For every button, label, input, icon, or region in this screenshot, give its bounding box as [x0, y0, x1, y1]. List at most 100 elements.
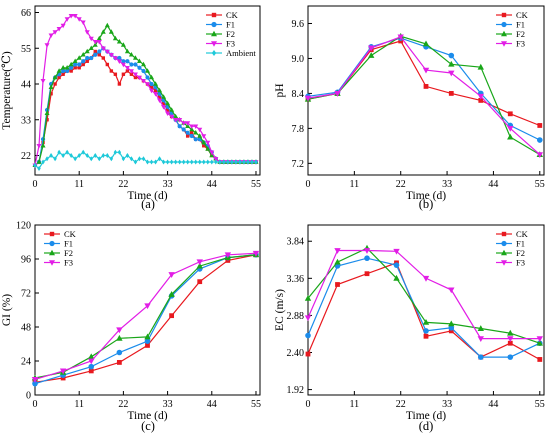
y-tick-label: 3.36	[287, 274, 305, 285]
data-series	[31, 251, 260, 381]
data-point	[201, 139, 207, 145]
data-point	[77, 66, 81, 70]
data-point	[141, 68, 146, 74]
data-point	[49, 240, 55, 247]
y-tick-label: 9.0	[292, 54, 305, 65]
data-point	[60, 375, 66, 381]
data-point	[52, 30, 58, 35]
chart-panel: 0 11 22 33 44 55 7.2 7.8 8.4 9.0 9.6 Time (d) pH (b) C…	[274, 5, 545, 211]
x-tick-label: 44	[488, 179, 498, 190]
y-tick-label: 8.4	[292, 89, 305, 100]
panel-label: (c)	[141, 419, 155, 433]
data-point	[305, 351, 311, 357]
data-point	[109, 156, 114, 162]
data-point	[49, 249, 55, 256]
data-point	[125, 153, 130, 158]
data-point	[141, 156, 146, 162]
plot-frame	[34, 5, 261, 176]
data-point	[422, 67, 430, 74]
data-point	[304, 295, 312, 301]
data-point	[40, 79, 46, 84]
data-point	[477, 63, 484, 70]
data-point	[507, 133, 514, 140]
data-point	[536, 152, 543, 159]
data-point	[197, 133, 203, 138]
data-point	[37, 166, 41, 171]
data-point	[448, 320, 455, 327]
series-line	[34, 15, 256, 166]
data-point	[189, 159, 194, 165]
data-point	[448, 60, 455, 67]
legend-label: F2	[226, 29, 235, 39]
data-point	[165, 111, 171, 116]
data-point	[501, 21, 507, 28]
legend-label: F1	[64, 239, 73, 249]
legend-label: CK	[64, 229, 77, 239]
data-point	[501, 240, 507, 247]
data-point	[145, 343, 150, 348]
data-point	[108, 53, 114, 58]
legend-label: F2	[516, 29, 525, 39]
data-point	[477, 354, 484, 360]
data-point	[173, 118, 179, 123]
data-point	[121, 59, 126, 64]
x-axis-label: Time (d)	[406, 410, 446, 422]
data-point	[222, 159, 226, 165]
x-tick-label: 0	[33, 399, 38, 410]
data-series	[304, 244, 543, 346]
y-tick-label: 22	[21, 151, 31, 162]
data-point	[69, 153, 73, 158]
data-point	[92, 42, 98, 47]
data-point	[45, 118, 49, 122]
data-point	[165, 108, 170, 112]
data-point	[145, 68, 150, 73]
data-point	[193, 124, 199, 129]
data-point	[97, 49, 102, 54]
data-point	[125, 69, 130, 73]
data-point	[448, 91, 454, 96]
data-point	[185, 123, 191, 128]
data-point	[169, 114, 175, 120]
data-point	[72, 58, 78, 63]
data-point	[181, 121, 187, 126]
legend-label: F2	[64, 248, 73, 258]
data-point	[100, 29, 106, 34]
data-point	[121, 156, 126, 162]
data-point	[140, 61, 146, 67]
x-tick-label: 33	[163, 179, 173, 190]
x-tick-label: 11	[74, 399, 84, 410]
x-axis-label: Time (d)	[406, 190, 446, 202]
y-tick-label: 3.84	[287, 237, 305, 248]
x-tick-label: 44	[207, 399, 217, 410]
data-point	[448, 324, 455, 331]
data-point	[33, 162, 37, 168]
data-point	[210, 159, 214, 165]
y-tick-label: 9.6	[292, 19, 305, 30]
data-point	[507, 125, 514, 132]
data-point	[197, 279, 203, 285]
data-point	[334, 248, 341, 254]
data-point	[88, 36, 94, 42]
y-tick-label: 1.92	[287, 385, 305, 396]
data-point	[393, 274, 400, 281]
data-point	[507, 354, 514, 360]
data-point	[157, 87, 163, 93]
data-series	[31, 250, 260, 383]
data-point	[129, 72, 134, 76]
data-point	[196, 262, 203, 269]
data-point	[477, 336, 484, 342]
data-point	[64, 17, 70, 22]
data-point	[189, 124, 195, 129]
data-point	[422, 40, 430, 47]
chart-panel: 0 11 22 33 44 55 1.92 2.40 2.88 3.36 3.84 Time (d) E…	[274, 224, 545, 433]
data-point	[116, 360, 122, 365]
data-point	[31, 377, 39, 383]
data-point	[121, 72, 126, 76]
data-point	[173, 113, 179, 119]
data-point	[157, 156, 162, 162]
data-point	[128, 69, 134, 74]
legend-label: CK	[516, 10, 529, 20]
data-point	[197, 127, 203, 133]
